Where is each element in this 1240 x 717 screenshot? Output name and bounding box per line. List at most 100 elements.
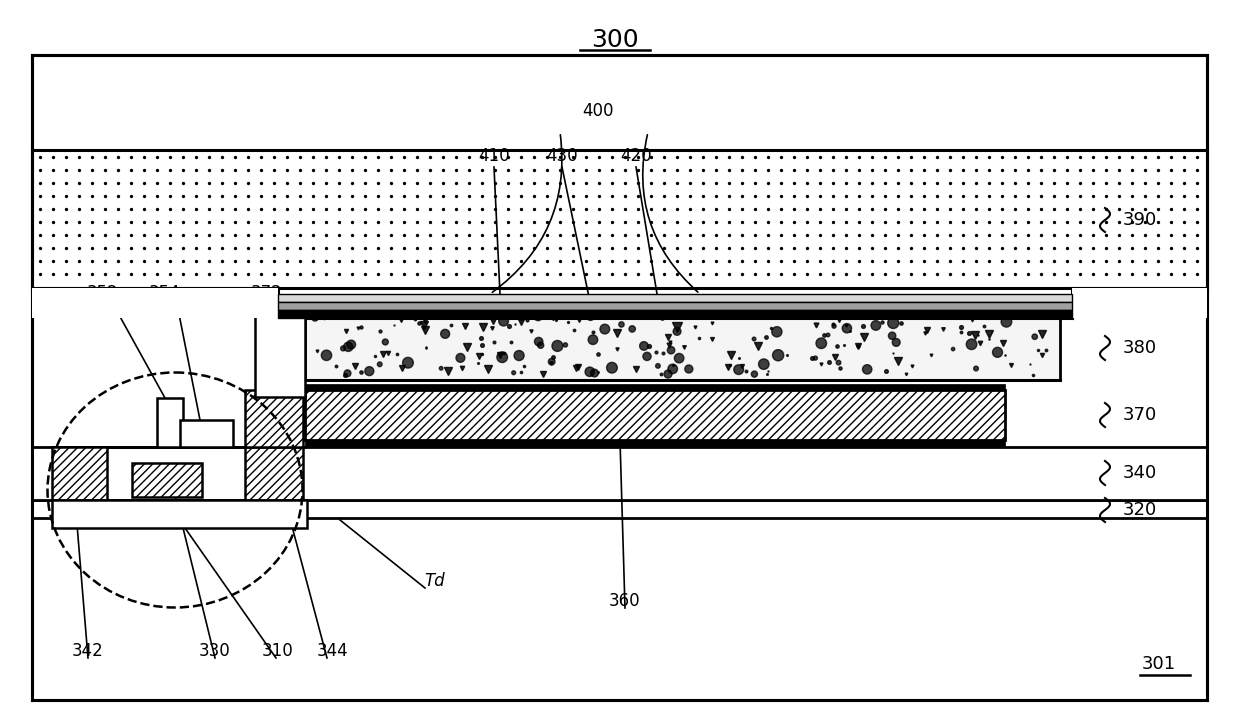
Text: 360: 360: [609, 592, 641, 610]
Circle shape: [365, 366, 373, 376]
Circle shape: [377, 362, 382, 366]
Circle shape: [759, 359, 769, 369]
Text: 320: 320: [1123, 501, 1157, 519]
Bar: [32, 55, 1207, 700]
Bar: [131, 463, 202, 497]
Circle shape: [585, 367, 594, 376]
Bar: [1073, 288, 1207, 318]
Circle shape: [548, 358, 556, 365]
Circle shape: [642, 352, 651, 361]
Bar: [157, 398, 184, 447]
Circle shape: [903, 312, 909, 318]
Circle shape: [440, 329, 450, 338]
Circle shape: [668, 364, 677, 374]
Bar: [305, 440, 1004, 446]
Circle shape: [656, 364, 660, 368]
Bar: [52, 500, 308, 528]
Circle shape: [538, 342, 543, 348]
Text: 300: 300: [591, 28, 639, 52]
Text: 420: 420: [620, 147, 652, 165]
Text: 370: 370: [1123, 406, 1157, 424]
Bar: [246, 390, 303, 447]
Circle shape: [992, 347, 1002, 357]
Text: 352: 352: [87, 284, 119, 302]
Circle shape: [1001, 316, 1012, 327]
Circle shape: [403, 357, 413, 368]
Circle shape: [843, 311, 848, 317]
Circle shape: [515, 351, 525, 361]
Circle shape: [973, 366, 978, 371]
Circle shape: [675, 353, 684, 363]
Circle shape: [826, 333, 830, 337]
Circle shape: [951, 348, 955, 351]
Circle shape: [341, 346, 346, 351]
Bar: [32, 288, 278, 318]
Circle shape: [673, 328, 681, 336]
Circle shape: [321, 350, 331, 361]
Circle shape: [587, 312, 595, 320]
Bar: [278, 310, 1073, 318]
Circle shape: [642, 313, 649, 319]
Circle shape: [619, 322, 624, 327]
Circle shape: [347, 340, 356, 349]
Circle shape: [667, 346, 675, 354]
Bar: [278, 302, 1073, 310]
Circle shape: [497, 352, 507, 363]
Bar: [255, 305, 305, 397]
Circle shape: [836, 361, 841, 365]
Text: 330: 330: [200, 642, 231, 660]
Bar: [180, 420, 233, 447]
Text: 354: 354: [149, 284, 181, 302]
Circle shape: [888, 318, 899, 328]
Text: 390: 390: [1123, 211, 1157, 229]
Circle shape: [590, 369, 599, 377]
Text: 344: 344: [316, 642, 347, 660]
Circle shape: [771, 327, 782, 337]
Circle shape: [870, 320, 880, 331]
Bar: [278, 294, 1073, 302]
Circle shape: [832, 324, 836, 328]
Circle shape: [588, 335, 598, 344]
Bar: [32, 500, 1207, 518]
Circle shape: [813, 356, 817, 360]
Circle shape: [311, 314, 319, 321]
Circle shape: [604, 310, 609, 316]
Circle shape: [663, 370, 672, 378]
Bar: [305, 305, 1060, 380]
Circle shape: [781, 311, 784, 315]
Bar: [32, 150, 1207, 288]
Circle shape: [606, 362, 618, 373]
Circle shape: [888, 332, 895, 339]
Circle shape: [816, 338, 827, 348]
Circle shape: [751, 371, 758, 377]
Circle shape: [357, 310, 362, 315]
Circle shape: [684, 365, 693, 373]
Circle shape: [640, 341, 649, 350]
Circle shape: [563, 343, 568, 347]
Bar: [305, 390, 1004, 440]
Text: 400: 400: [583, 102, 614, 120]
Circle shape: [893, 338, 900, 346]
Circle shape: [734, 365, 744, 374]
Circle shape: [753, 337, 756, 341]
Bar: [246, 447, 303, 500]
Circle shape: [512, 371, 516, 375]
Circle shape: [863, 365, 872, 374]
Text: 301: 301: [1142, 655, 1176, 673]
Text: 340: 340: [1123, 464, 1157, 482]
Circle shape: [533, 312, 542, 320]
Circle shape: [773, 350, 784, 361]
Circle shape: [498, 316, 508, 326]
Bar: [32, 447, 1207, 500]
Bar: [305, 384, 1004, 390]
Circle shape: [629, 326, 635, 332]
Circle shape: [382, 339, 388, 345]
Circle shape: [456, 353, 465, 362]
Circle shape: [1032, 334, 1038, 339]
Bar: [52, 447, 107, 500]
Text: 430: 430: [546, 147, 578, 165]
Circle shape: [343, 370, 351, 376]
Circle shape: [552, 341, 563, 351]
Text: 380: 380: [1123, 339, 1157, 357]
Circle shape: [966, 339, 977, 350]
